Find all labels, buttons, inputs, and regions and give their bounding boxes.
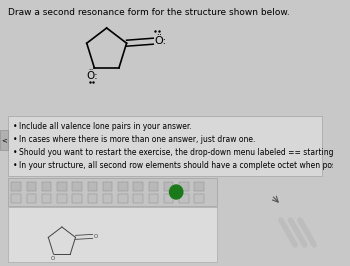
Bar bbox=[72, 194, 82, 203]
Text: O: O bbox=[93, 234, 98, 239]
Bar bbox=[194, 194, 204, 203]
Bar bbox=[133, 182, 143, 191]
Text: •: • bbox=[13, 122, 18, 131]
Bar bbox=[12, 194, 21, 203]
Bar bbox=[8, 116, 322, 176]
Text: •: • bbox=[13, 148, 18, 157]
Bar bbox=[27, 182, 36, 191]
Text: Should you want to restart the exercise, the drop-down menu labeled == starting : Should you want to restart the exercise,… bbox=[19, 148, 348, 157]
Text: Ö:: Ö: bbox=[154, 36, 166, 46]
Bar bbox=[194, 182, 204, 191]
Bar bbox=[42, 194, 51, 203]
Bar bbox=[27, 194, 36, 203]
Bar bbox=[88, 182, 97, 191]
Bar bbox=[42, 182, 51, 191]
Bar bbox=[164, 194, 173, 203]
Text: In cases where there is more than one answer, just draw one.: In cases where there is more than one an… bbox=[19, 135, 255, 144]
Bar bbox=[8, 207, 217, 262]
Bar bbox=[118, 194, 128, 203]
Bar bbox=[179, 182, 189, 191]
Bar bbox=[164, 182, 173, 191]
Bar bbox=[148, 182, 158, 191]
Bar bbox=[8, 178, 217, 206]
Bar bbox=[103, 182, 112, 191]
Bar bbox=[72, 182, 82, 191]
Text: •: • bbox=[13, 161, 18, 170]
Text: <: < bbox=[1, 137, 7, 143]
Text: Draw a second resonance form for the structure shown below.: Draw a second resonance form for the str… bbox=[8, 8, 289, 17]
Bar bbox=[57, 194, 66, 203]
Bar bbox=[0, 130, 8, 150]
Circle shape bbox=[169, 185, 183, 199]
Bar bbox=[133, 194, 143, 203]
Bar bbox=[88, 194, 97, 203]
Bar bbox=[118, 182, 128, 191]
Text: In your structure, all second row elements should have a complete octet when pos: In your structure, all second row elemen… bbox=[19, 161, 347, 170]
Text: O: O bbox=[50, 256, 55, 261]
Bar bbox=[103, 194, 112, 203]
Bar bbox=[57, 182, 66, 191]
Bar bbox=[179, 194, 189, 203]
Text: Ö:: Ö: bbox=[86, 71, 98, 81]
Bar bbox=[12, 182, 21, 191]
Text: Include all valence lone pairs in your answer.: Include all valence lone pairs in your a… bbox=[19, 122, 192, 131]
Text: •: • bbox=[13, 135, 18, 144]
Bar bbox=[148, 194, 158, 203]
